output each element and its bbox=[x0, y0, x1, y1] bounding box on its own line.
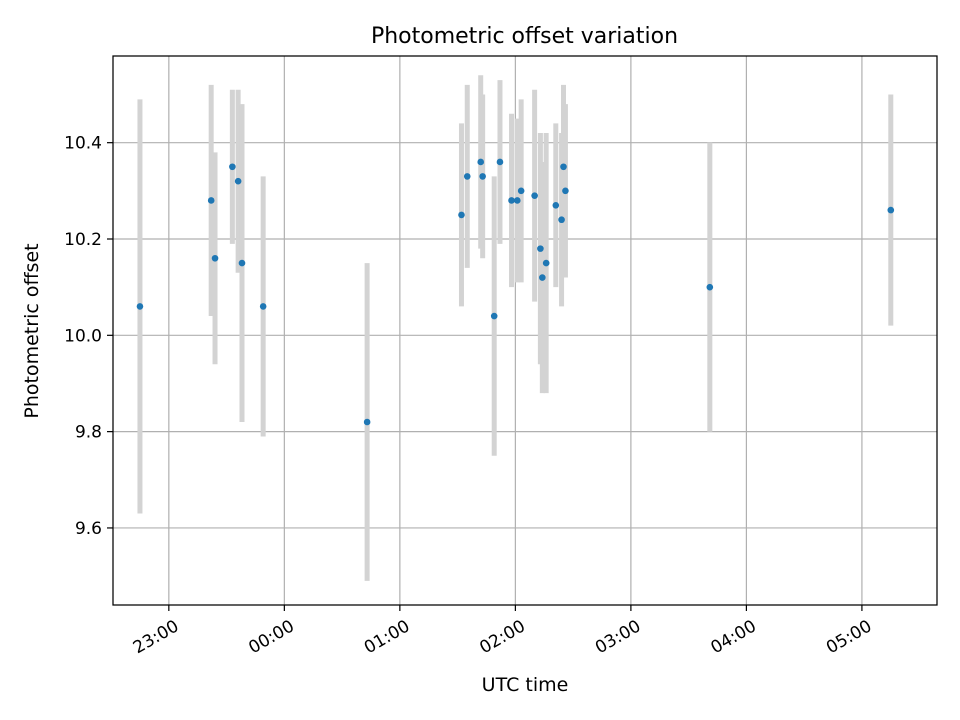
data-point bbox=[211, 254, 219, 262]
data-point bbox=[560, 163, 567, 171]
x-axis-label: UTC time bbox=[482, 674, 569, 696]
data-point bbox=[558, 216, 565, 224]
data-point bbox=[363, 418, 371, 426]
data-point bbox=[234, 177, 242, 185]
y-axis-label: Photometric offset bbox=[21, 243, 43, 418]
data-point bbox=[513, 197, 521, 204]
y-tick-label: 10.0 bbox=[64, 326, 102, 346]
data-point bbox=[463, 173, 471, 180]
y-tick-label: 10.4 bbox=[64, 134, 102, 154]
data-point bbox=[496, 158, 504, 166]
chart-title: Photometric offset variation bbox=[371, 24, 678, 49]
data-point bbox=[477, 158, 485, 166]
data-point bbox=[552, 201, 560, 209]
data-point bbox=[706, 283, 714, 291]
data-point bbox=[458, 211, 465, 219]
y-axis-ticks: 9.6 9.8 10.0 10.2 10.4 bbox=[64, 134, 113, 539]
data-points bbox=[136, 158, 895, 426]
data-point bbox=[229, 163, 236, 171]
data-point bbox=[542, 259, 550, 267]
y-tick-label: 10.2 bbox=[64, 230, 102, 250]
y-tick-label: 9.8 bbox=[75, 423, 102, 443]
data-point bbox=[136, 303, 144, 310]
data-point bbox=[539, 274, 546, 281]
data-point bbox=[537, 245, 544, 252]
data-point bbox=[887, 206, 895, 214]
plot-frame bbox=[112, 55, 938, 606]
data-point bbox=[490, 312, 498, 320]
data-point bbox=[531, 192, 538, 199]
data-point bbox=[238, 259, 246, 267]
data-point bbox=[479, 173, 486, 180]
data-point bbox=[562, 187, 569, 195]
y-tick-label: 9.6 bbox=[75, 519, 102, 539]
data-point bbox=[517, 187, 525, 195]
data-point bbox=[207, 197, 215, 204]
data-point bbox=[259, 303, 267, 310]
data-point bbox=[508, 197, 515, 204]
grid bbox=[113, 56, 937, 605]
